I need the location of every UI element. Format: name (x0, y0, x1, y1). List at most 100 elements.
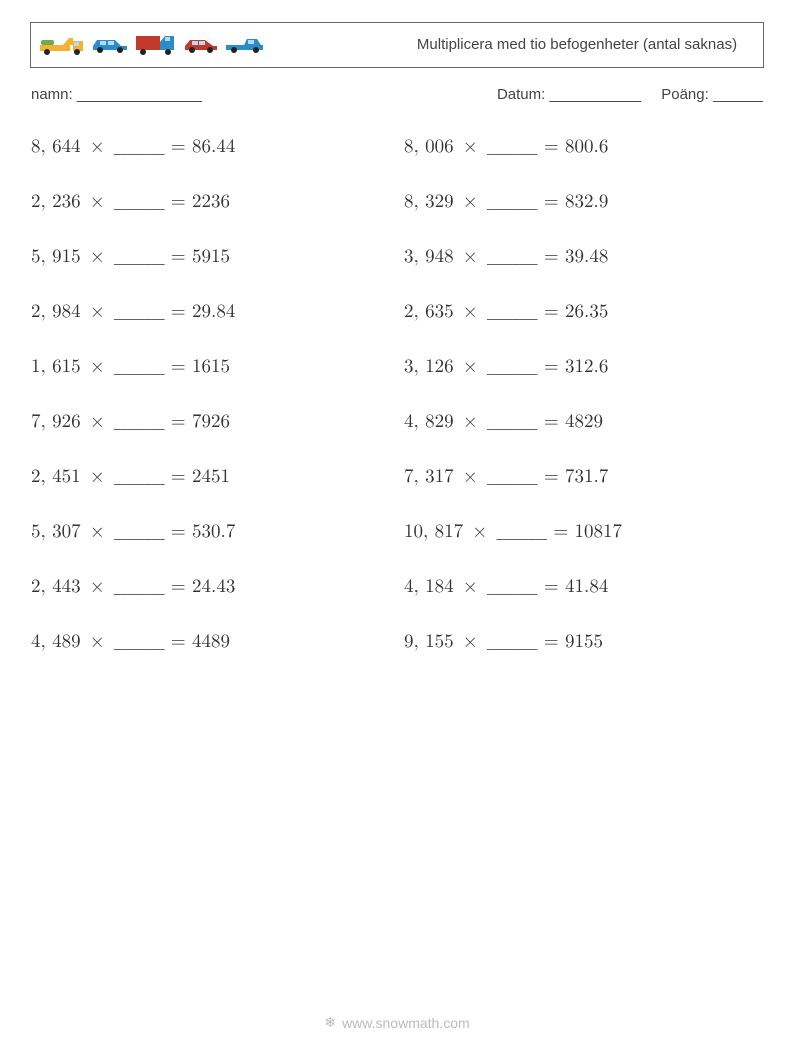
equals-symbol: = (165, 192, 192, 211)
answer-blank[interactable]: ________ (114, 137, 165, 156)
operand-a: 4, 184 (404, 577, 454, 596)
operand-a: 1, 615 (31, 357, 81, 376)
result: 26.35 (565, 302, 608, 321)
operand-a: 2, 635 (404, 302, 454, 321)
answer-blank[interactable]: ________ (114, 412, 165, 431)
problem-left-8: 2, 443 × ________ = 24.43 (31, 575, 390, 598)
equals-symbol: = (165, 467, 192, 486)
sedan-icon (91, 36, 129, 54)
result: 4829 (565, 412, 603, 431)
answer-blank[interactable]: ________ (487, 302, 538, 321)
operand-a: 3, 126 (404, 357, 454, 376)
header-box: Multiplicera med tio befogenheter (antal… (30, 22, 764, 68)
result: 29.84 (192, 302, 235, 321)
equals-symbol: = (538, 357, 565, 376)
equals-symbol: = (165, 577, 192, 596)
answer-blank[interactable]: ________ (487, 357, 538, 376)
problem-right-3: 2, 635 × ________ = 26.35 (404, 300, 763, 323)
problem-right-4: 3, 126 × ________ = 312.6 (404, 355, 763, 378)
answer-blank[interactable]: ________ (497, 522, 548, 541)
result: 800.6 (565, 137, 608, 156)
operand-a: 4, 489 (31, 632, 81, 651)
times-symbol: × (81, 632, 114, 651)
problem-right-8: 4, 184 × ________ = 41.84 (404, 575, 763, 598)
answer-blank[interactable]: ________ (114, 357, 165, 376)
times-symbol: × (454, 412, 487, 431)
meta-right: Datum: ___________ Poäng: ______ (497, 86, 763, 103)
equals-symbol: = (165, 522, 192, 541)
operand-a: 7, 317 (404, 467, 454, 486)
equals-symbol: = (538, 192, 565, 211)
times-symbol: × (81, 522, 114, 541)
operand-a: 2, 984 (31, 302, 81, 321)
answer-blank[interactable]: ________ (487, 467, 538, 486)
header-vehicles (31, 34, 265, 56)
equals-symbol: = (165, 357, 192, 376)
equals-symbol: = (538, 577, 565, 596)
answer-blank[interactable]: ________ (114, 192, 165, 211)
times-symbol: × (454, 137, 487, 156)
times-symbol: × (81, 192, 114, 211)
problems-grid: 8, 644 × ________ = 86.448, 006 × ______… (31, 135, 763, 653)
equals-symbol: = (165, 412, 192, 431)
meta-row: namn: _______________ Datum: ___________… (31, 86, 763, 103)
answer-blank[interactable]: ________ (487, 247, 538, 266)
times-symbol: × (81, 302, 114, 321)
operand-a: 5, 915 (31, 247, 81, 266)
box-truck-icon (135, 34, 177, 56)
answer-blank[interactable]: ________ (114, 302, 165, 321)
tow-truck-icon (39, 34, 85, 56)
result: 312.6 (565, 357, 608, 376)
worksheet-title: Multiplicera med tio befogenheter (antal… (397, 36, 763, 55)
problem-left-1: 2, 236 × ________ = 2236 (31, 190, 390, 213)
equals-symbol: = (165, 302, 192, 321)
answer-blank[interactable]: ________ (114, 522, 165, 541)
name-field-label: namn: _______________ (31, 86, 202, 103)
answer-blank[interactable]: ________ (114, 632, 165, 651)
times-symbol: × (81, 247, 114, 266)
answer-blank[interactable]: ________ (114, 467, 165, 486)
times-symbol: × (454, 467, 487, 486)
equals-symbol: = (538, 302, 565, 321)
equals-symbol: = (547, 522, 574, 541)
result: 5915 (192, 247, 230, 266)
operand-a: 9, 155 (404, 632, 454, 651)
operand-a: 5, 307 (31, 522, 81, 541)
answer-blank[interactable]: ________ (487, 192, 538, 211)
problem-right-6: 7, 317 × ________ = 731.7 (404, 465, 763, 488)
answer-blank[interactable]: ________ (487, 137, 538, 156)
footer: ❄ www.snowmath.com (0, 1014, 794, 1031)
operand-a: 8, 006 (404, 137, 454, 156)
worksheet-page: Multiplicera med tio befogenheter (antal… (0, 0, 794, 1053)
problem-left-4: 1, 615 × ________ = 1615 (31, 355, 390, 378)
result: 731.7 (565, 467, 608, 486)
problem-right-7: 10, 817 × ________ = 10817 (404, 520, 763, 543)
result: 9155 (565, 632, 603, 651)
times-symbol: × (454, 577, 487, 596)
score-field-label: Poäng: ______ (661, 86, 763, 103)
operand-a: 2, 443 (31, 577, 81, 596)
times-symbol: × (454, 632, 487, 651)
problem-right-9: 9, 155 × ________ = 9155 (404, 630, 763, 653)
times-symbol: × (454, 192, 487, 211)
answer-blank[interactable]: ________ (487, 632, 538, 651)
times-symbol: × (454, 302, 487, 321)
equals-symbol: = (538, 412, 565, 431)
equals-symbol: = (165, 247, 192, 266)
problem-left-3: 2, 984 × ________ = 29.84 (31, 300, 390, 323)
equals-symbol: = (538, 632, 565, 651)
result: 39.48 (565, 247, 608, 266)
answer-blank[interactable]: ________ (114, 247, 165, 266)
problem-right-5: 4, 829 × ________ = 4829 (404, 410, 763, 433)
times-symbol: × (454, 247, 487, 266)
problem-left-2: 5, 915 × ________ = 5915 (31, 245, 390, 268)
problem-right-1: 8, 329 × ________ = 832.9 (404, 190, 763, 213)
footer-link-text: www.snowmath.com (342, 1015, 470, 1031)
answer-blank[interactable]: ________ (114, 577, 165, 596)
answer-blank[interactable]: ________ (487, 412, 538, 431)
answer-blank[interactable]: ________ (487, 577, 538, 596)
result: 4489 (192, 632, 230, 651)
equals-symbol: = (538, 247, 565, 266)
operand-a: 8, 329 (404, 192, 454, 211)
result: 530.7 (192, 522, 235, 541)
